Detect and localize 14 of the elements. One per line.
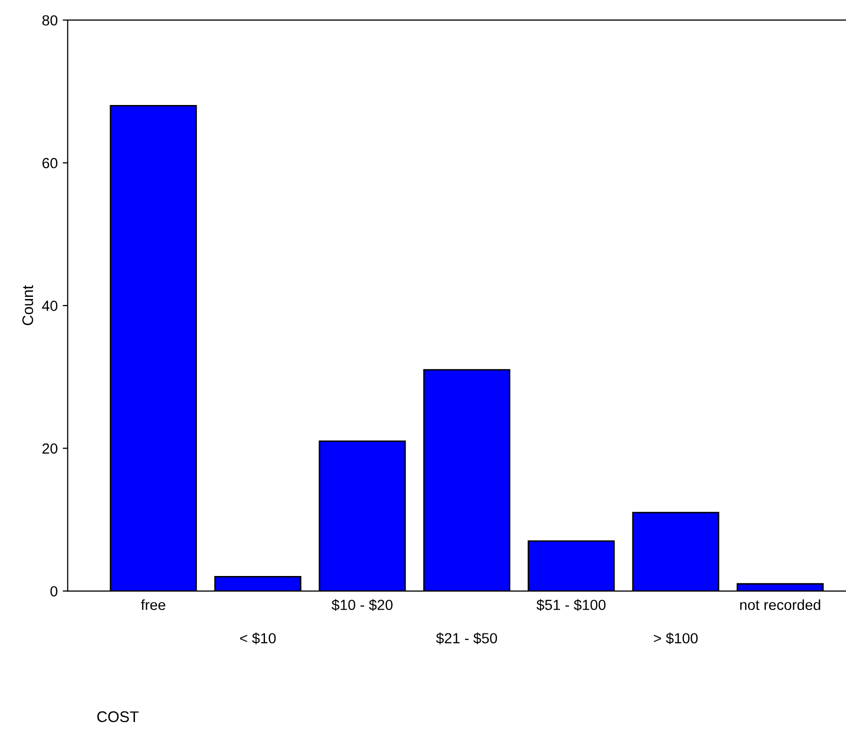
y-tick-label: 0 [50, 586, 58, 596]
y-tick-label: 80 [42, 15, 58, 26]
x-tick-label: $21 - $50 [436, 632, 498, 644]
x-axis-title: COST [97, 711, 139, 722]
x-tick-label: $51 - $100 [536, 599, 606, 611]
x-tick-label: > $100 [654, 632, 698, 644]
y-tick-label: 40 [42, 300, 58, 311]
x-tick-label: $10 - $20 [332, 599, 393, 611]
y-tick-label: 60 [42, 158, 58, 168]
y-tick-label: 20 [42, 443, 58, 454]
x-tick-label: free [140, 599, 166, 610]
x-tick-label: < $10 [240, 632, 276, 644]
x-tick-label: not recorded [740, 599, 820, 610]
y-axis-title: Count [22, 285, 34, 326]
